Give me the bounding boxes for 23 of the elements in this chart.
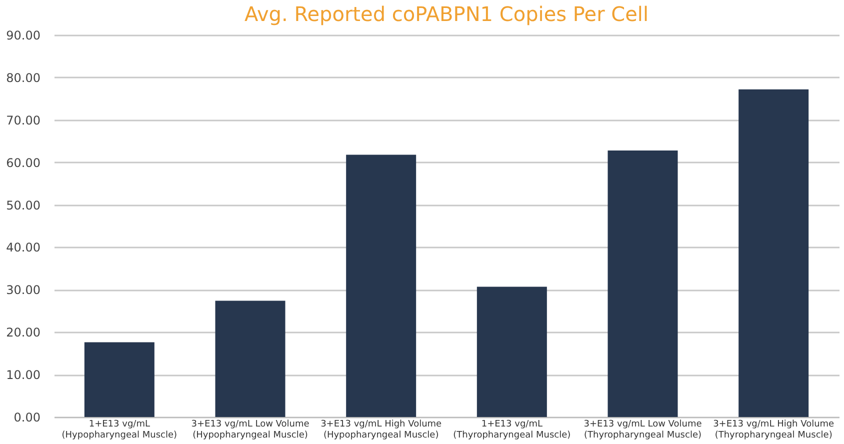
bar — [84, 342, 154, 417]
y-tick-label: 20.00 — [6, 326, 40, 340]
y-tick-label: 40.00 — [6, 240, 40, 255]
y-tick-label: 0.00 — [14, 410, 40, 424]
x-tick-label: 3+E13 vg/mL Low Volume (Thyropharyngeal Muscle) — [584, 420, 702, 440]
y-tick-label: 10.00 — [6, 368, 40, 382]
y-tick-label: 90.00 — [6, 28, 40, 42]
y-tick-label: 50.00 — [6, 198, 40, 212]
x-tick-label: 3+E13 vg/mL High Volume (Thyropharyngeal Muscle) — [713, 420, 835, 440]
x-tick-label: 3+E13 vg/mL Low Volume (Hypopharyngeal Muscle) — [191, 420, 310, 440]
y-tick-label: 70.00 — [6, 113, 40, 128]
bar — [215, 300, 286, 417]
y-tick-label: 60.00 — [6, 156, 40, 170]
bar — [476, 286, 547, 417]
y-tick-label: 30.00 — [6, 283, 40, 298]
bar — [346, 154, 416, 417]
x-tick-label: 1+E13 vg/mL (Thyropharyngeal Muscle) — [453, 420, 571, 440]
x-tick-label: 3+E13 vg/mL High Volume (Hypopharyngeal Muscle) — [320, 420, 442, 440]
chart-title: Avg. Reported coPABPN1 Copies Per Cell — [244, 2, 649, 26]
y-tick-label: 80.00 — [6, 70, 40, 85]
x-tick-label: 1+E13 vg/mL (Hypopharyngeal Muscle) — [62, 420, 178, 440]
bar — [608, 150, 678, 417]
bar — [738, 89, 809, 417]
